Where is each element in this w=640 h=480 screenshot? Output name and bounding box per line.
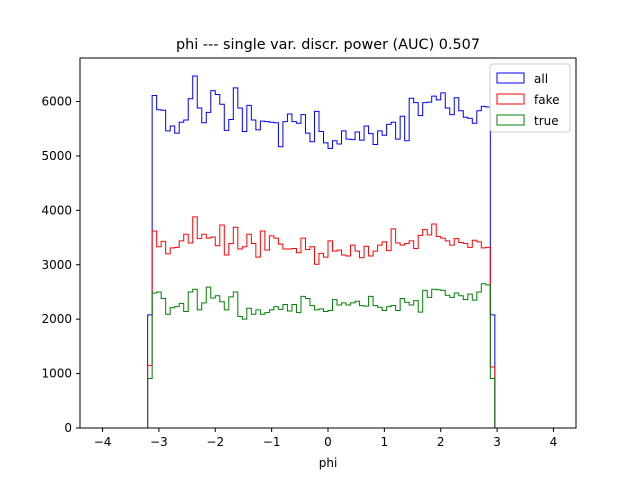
- legend: all fake true: [489, 63, 571, 133]
- series-all-step-line: [102, 75, 554, 429]
- y-tick-label: 2000: [41, 312, 72, 326]
- y-tick-label: 6000: [41, 95, 72, 109]
- legend-label-all: all: [534, 72, 548, 86]
- y-tick-label: 1000: [41, 367, 72, 381]
- x-tick-label: 1: [381, 435, 389, 449]
- chart-title: phi --- single var. discr. power (AUC) 0…: [176, 37, 480, 53]
- x-axis-label: phi: [319, 456, 338, 470]
- y-axis: 0 1000 2000 3000 4000 5000 6000: [41, 95, 80, 435]
- x-tick-label: 4: [550, 435, 558, 449]
- y-tick-label: 4000: [41, 203, 72, 217]
- x-tick-label: −2: [206, 435, 224, 449]
- legend-swatch-fake: [496, 93, 525, 105]
- series-true-step-line: [102, 283, 554, 429]
- y-tick-label: 3000: [41, 258, 72, 272]
- x-tick-label: −3: [150, 435, 168, 449]
- x-axis: −4 −3 −2 −1 0 1 2 3 4: [94, 428, 558, 449]
- x-tick-label: −1: [263, 435, 281, 449]
- x-tick-label: −4: [94, 435, 112, 449]
- legend-swatch-all: [496, 72, 525, 84]
- y-tick-label: 0: [64, 421, 72, 435]
- legend-label-true: true: [534, 114, 559, 128]
- x-tick-label: 2: [437, 435, 445, 449]
- plot-area: [102, 75, 554, 429]
- x-tick-label: 3: [493, 435, 501, 449]
- legend-swatch-true: [496, 114, 525, 126]
- series-fake-step-line: [102, 216, 554, 429]
- legend-label-fake: fake: [534, 93, 559, 107]
- y-tick-label: 5000: [41, 149, 72, 163]
- x-tick-label: 0: [324, 435, 332, 449]
- series-layer: [102, 75, 554, 429]
